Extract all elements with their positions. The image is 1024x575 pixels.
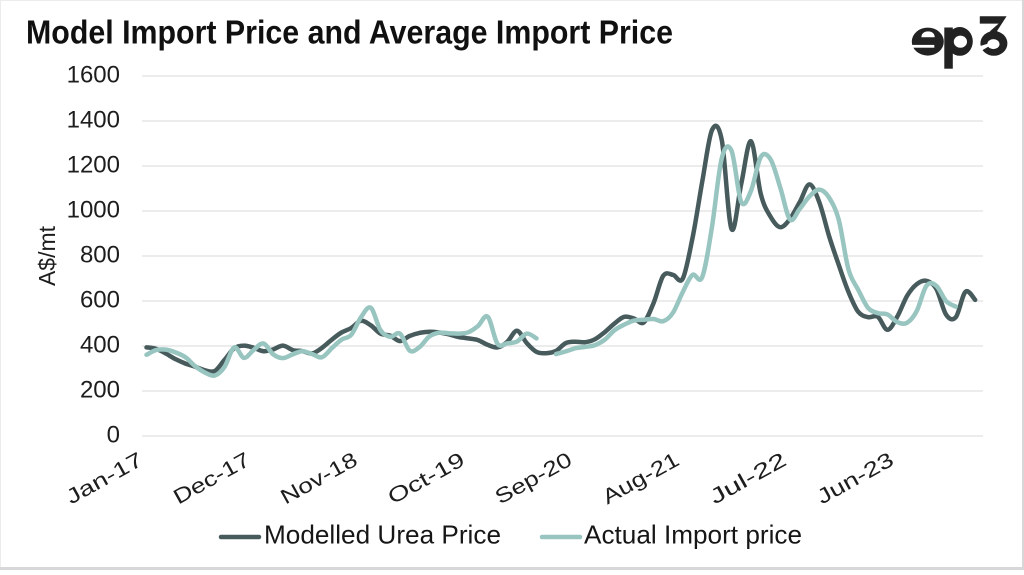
svg-text:0: 0 [107, 422, 120, 449]
svg-text:200: 200 [80, 377, 120, 404]
svg-text:600: 600 [80, 287, 120, 314]
svg-text:800: 800 [80, 242, 120, 269]
svg-text:1400: 1400 [67, 107, 120, 134]
svg-text:A$/mt: A$/mt [34, 225, 60, 286]
svg-text:Actual Import price: Actual Import price [584, 520, 802, 550]
svg-text:Model Import Price and Average: Model Import Price and Average Import Pr… [26, 14, 673, 51]
svg-text:1000: 1000 [67, 197, 120, 224]
svg-text:Modelled Urea Price: Modelled Urea Price [264, 520, 501, 550]
svg-text:1200: 1200 [67, 152, 120, 179]
svg-text:400: 400 [80, 332, 120, 359]
svg-text:1600: 1600 [67, 62, 120, 89]
